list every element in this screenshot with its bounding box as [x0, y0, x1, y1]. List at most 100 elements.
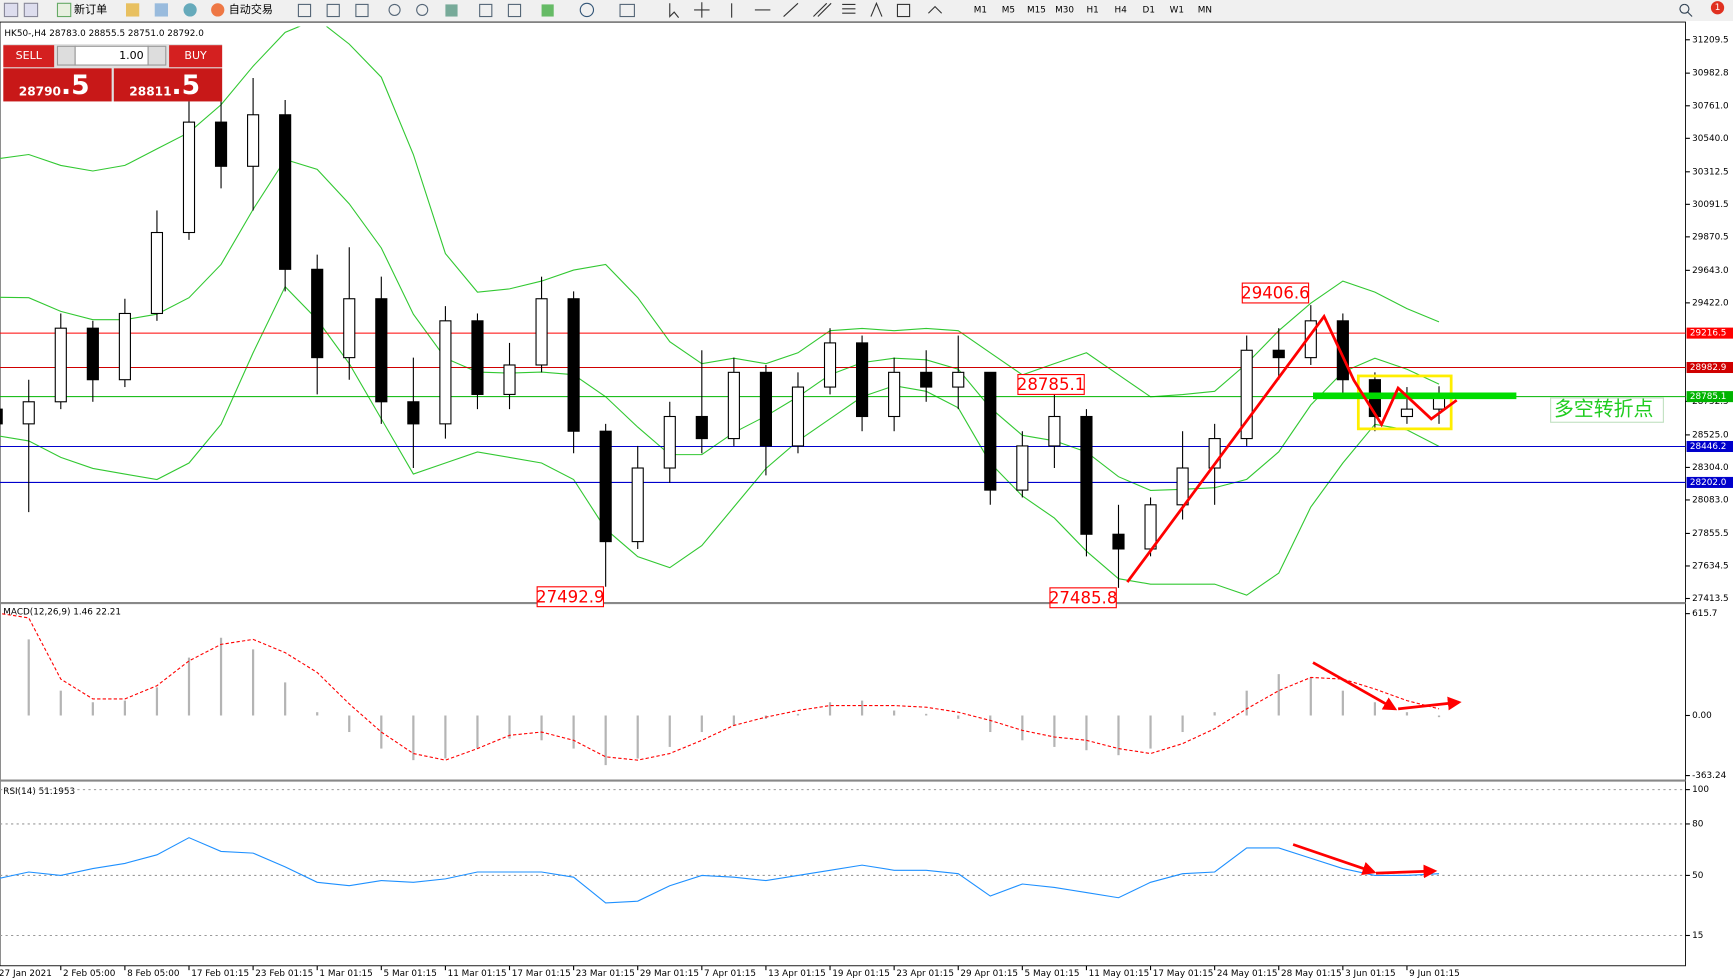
- x-tick-label: 23 Mar 01:15: [576, 969, 635, 979]
- price-label: 27485.8: [1049, 588, 1118, 607]
- annotation: 多空转折点: [1554, 398, 1653, 421]
- timeframe-button[interactable]: W1: [1170, 5, 1184, 15]
- x-tick-label: 28 May 01:15: [1281, 969, 1342, 979]
- x-tick-label: 2 Feb 05:00: [63, 969, 116, 979]
- timeframe-button[interactable]: MN: [1198, 5, 1212, 15]
- timeframe-button[interactable]: H4: [1115, 5, 1128, 15]
- new-order-icon[interactable]: [56, 2, 72, 18]
- icon[interactable]: [579, 2, 595, 18]
- candle-body: [856, 342, 869, 418]
- lot-down[interactable]: [56, 45, 76, 66]
- candle-body: [182, 121, 196, 234]
- timeframe-button[interactable]: H1: [1086, 5, 1098, 15]
- label-icon[interactable]: [896, 3, 911, 18]
- y-tick-label: 28304.0: [1692, 463, 1729, 473]
- price-label: 27492.9: [536, 587, 605, 606]
- timeframe-button[interactable]: M30: [1055, 5, 1074, 15]
- sell-button[interactable]: [3, 45, 55, 68]
- y-tick-label: -363.24: [1692, 771, 1727, 781]
- icon[interactable]: [445, 4, 458, 17]
- buy-pips[interactable]: .5: [172, 70, 201, 101]
- timeframe-button[interactable]: M15: [1027, 5, 1046, 15]
- fibo-icon[interactable]: [842, 3, 856, 14]
- icon[interactable]: [541, 4, 554, 17]
- timeframe-button[interactable]: M1: [974, 5, 987, 15]
- candle-body: [1016, 445, 1029, 491]
- candle-body: [375, 298, 388, 403]
- timeframe-button[interactable]: M5: [1002, 5, 1015, 15]
- cursor-icon[interactable]: [669, 3, 680, 18]
- zoom-in[interactable]: [388, 3, 401, 16]
- icon[interactable]: [326, 3, 340, 18]
- y-tick-label: 27413.5: [1692, 594, 1729, 604]
- toolbar-bg: [0, 0, 1733, 21]
- channel-icon[interactable]: [813, 2, 832, 17]
- macd-arrow: [1397, 696, 1462, 711]
- sell-price[interactable]: 28790.5: [19, 70, 90, 101]
- buy-price-main[interactable]: 28811: [129, 84, 171, 98]
- rsi-arrow: [1292, 843, 1377, 876]
- sell-price-main[interactable]: 28790: [19, 84, 61, 98]
- rsi-title: RSI(14) 51.1953: [3, 787, 75, 797]
- timeframe-button[interactable]: D1: [1143, 5, 1155, 15]
- y-tick-label: 30540.0: [1692, 134, 1729, 144]
- plot: 31209.5 30982.8 30761.0 30540.0 30312.5 30091…: [0, 26, 1733, 979]
- x-tick-label: 1 Mar 01:15: [319, 969, 372, 979]
- sell-label[interactable]: SELL: [16, 49, 43, 62]
- crosshair-icon[interactable]: [694, 2, 710, 18]
- search-icon[interactable]: [1679, 3, 1693, 17]
- lot-up[interactable]: [147, 45, 167, 66]
- sell-pips[interactable]: .5: [61, 70, 90, 101]
- sell-price-box[interactable]: [3, 68, 112, 102]
- candle-body: [663, 415, 676, 469]
- candle-body: [599, 430, 612, 543]
- icon[interactable]: [23, 2, 39, 18]
- y-tick-label: 29870.5: [1692, 232, 1729, 242]
- candle-body: [471, 320, 484, 395]
- buy-label[interactable]: BUY: [184, 49, 207, 62]
- text-icon[interactable]: [870, 1, 883, 17]
- candle-body: [54, 327, 67, 403]
- price-line-label: 28982.9: [1690, 363, 1727, 373]
- icon[interactable]: [507, 3, 522, 18]
- price-label-box: [536, 586, 605, 608]
- icon[interactable]: [297, 3, 312, 18]
- new-order-button[interactable]: 新订单: [74, 2, 107, 16]
- candle-body: [952, 371, 965, 388]
- candle-body: [1240, 349, 1253, 440]
- trendline-icon[interactable]: [783, 2, 799, 17]
- buy-price-box[interactable]: [113, 68, 223, 102]
- x-tick-label: 17 Mar 01:15: [512, 969, 571, 979]
- icon[interactable]: [479, 3, 493, 18]
- auto-trading-button[interactable]: 自动交易: [229, 2, 273, 16]
- buy-price[interactable]: 28811.5: [129, 70, 200, 101]
- chart-title: HK50-,H4 28783.0 28855.5 28751.0 28792.0: [4, 29, 204, 39]
- y-tick-label: 30982.8: [1692, 69, 1729, 79]
- lot-value[interactable]: 1.00: [119, 49, 144, 62]
- icon[interactable]: [3, 2, 19, 18]
- x-tick-label: 29 Apr 01:15: [960, 969, 1018, 979]
- icon[interactable]: [355, 3, 369, 18]
- timeframes: M1 M5 M15 M30 H1 H4 D1 W1 MN: [974, 5, 1212, 15]
- x-tick-label: 17 May 01:15: [1153, 969, 1214, 979]
- arrows-icon[interactable]: [928, 5, 943, 14]
- candle-body: [920, 371, 933, 388]
- candle-body: [214, 121, 228, 167]
- price-line-label: 28785.1: [1690, 392, 1727, 402]
- price-line-tag: [1686, 327, 1733, 339]
- notification-badge[interactable]: [1710, 1, 1725, 15]
- auto-trading-icon[interactable]: [211, 3, 225, 17]
- y-tick-label: 30091.5: [1692, 200, 1729, 210]
- icon[interactable]: [619, 3, 635, 18]
- price-line-tag: [1686, 440, 1733, 453]
- price-label: 28785.1: [1017, 375, 1086, 394]
- zoom-out[interactable]: [416, 3, 429, 16]
- candle-body: [759, 371, 773, 447]
- icon[interactable]: [154, 3, 168, 17]
- rsi-arrow: [1375, 864, 1438, 879]
- icon[interactable]: [183, 3, 197, 17]
- price-label-box: [1049, 587, 1117, 609]
- buy-button[interactable]: [169, 45, 223, 68]
- badge-count: 1: [1715, 3, 1721, 13]
- icon[interactable]: [125, 3, 140, 17]
